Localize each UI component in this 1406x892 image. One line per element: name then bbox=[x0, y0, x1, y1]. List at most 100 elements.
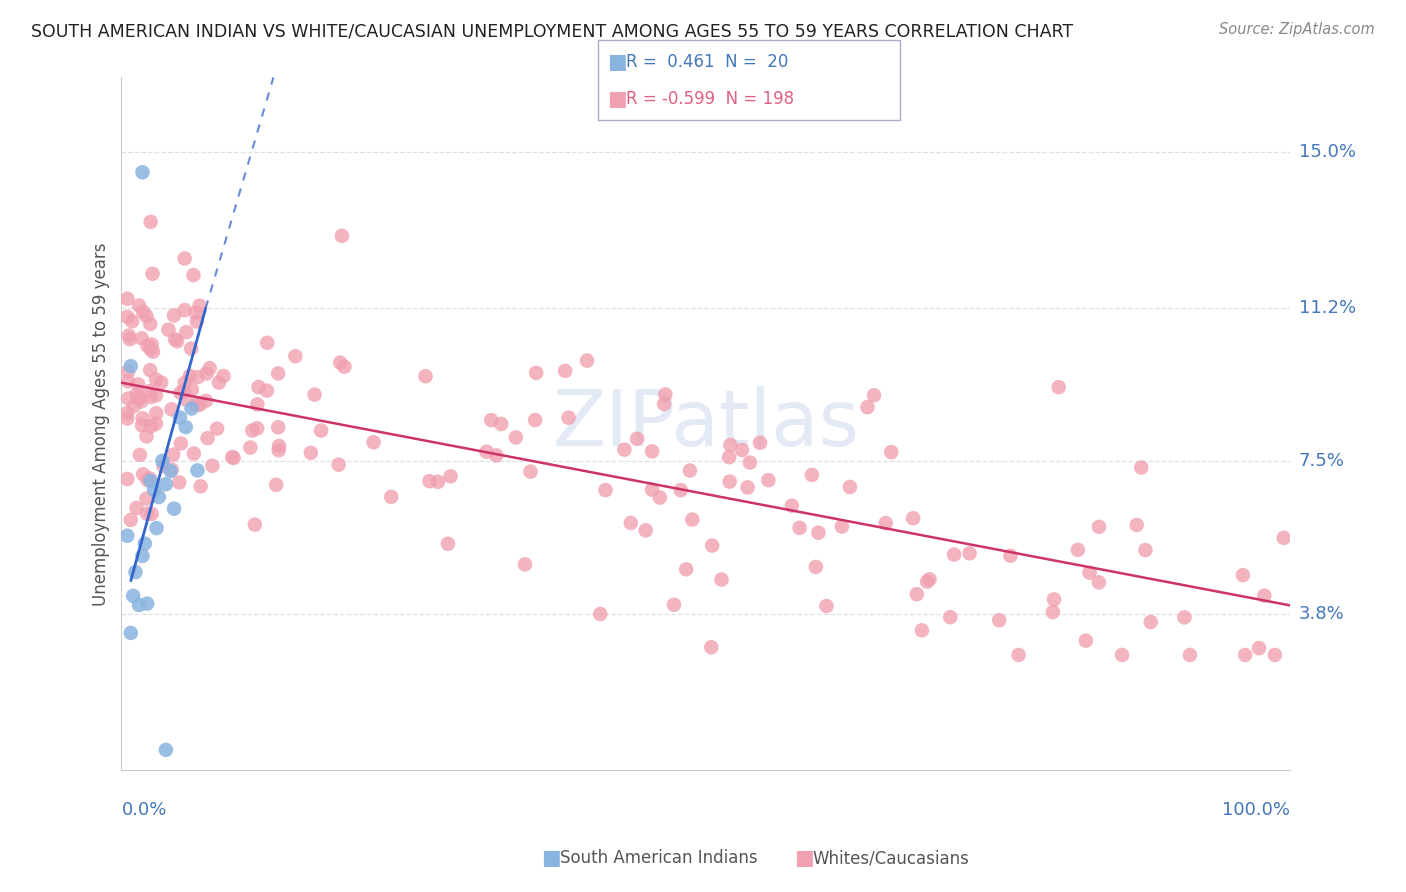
Point bbox=[180, 383, 202, 397]
Point bbox=[256, 335, 278, 350]
Point bbox=[264, 478, 287, 492]
Point bbox=[129, 394, 152, 409]
Point bbox=[135, 429, 157, 443]
Point bbox=[718, 450, 741, 464]
Point bbox=[1247, 641, 1270, 656]
Text: SOUTH AMERICAN INDIAN VS WHITE/CAUCASIAN UNEMPLOYMENT AMONG AGES 55 TO 59 YEARS : SOUTH AMERICAN INDIAN VS WHITE/CAUCASIAN… bbox=[31, 22, 1073, 40]
Point bbox=[1232, 568, 1254, 582]
Point bbox=[524, 366, 547, 380]
Point bbox=[620, 516, 643, 530]
Point bbox=[138, 471, 160, 485]
Point bbox=[131, 331, 153, 345]
Point bbox=[167, 475, 190, 490]
Point bbox=[380, 490, 402, 504]
Point bbox=[142, 344, 165, 359]
Point bbox=[120, 359, 142, 374]
Point bbox=[134, 536, 156, 550]
Point bbox=[184, 306, 207, 320]
Point bbox=[641, 483, 664, 497]
Point bbox=[700, 640, 723, 655]
Point bbox=[188, 299, 211, 313]
Point bbox=[267, 420, 290, 434]
Point bbox=[117, 375, 139, 389]
Point bbox=[187, 370, 209, 384]
Point bbox=[152, 458, 174, 473]
Point bbox=[135, 491, 157, 506]
Point bbox=[557, 410, 579, 425]
Point bbox=[426, 475, 449, 489]
Point bbox=[246, 397, 269, 411]
Point bbox=[641, 444, 664, 458]
Point bbox=[1088, 520, 1111, 534]
Point bbox=[169, 385, 191, 400]
Point bbox=[173, 303, 195, 318]
Point bbox=[1043, 592, 1066, 607]
Point bbox=[150, 376, 173, 390]
Point bbox=[489, 417, 512, 431]
Point bbox=[128, 392, 150, 406]
Text: ■: ■ bbox=[607, 52, 627, 72]
Point bbox=[120, 513, 142, 527]
Point bbox=[132, 411, 155, 425]
Point bbox=[246, 421, 269, 435]
Point bbox=[173, 376, 195, 390]
Point bbox=[1047, 380, 1070, 394]
Point bbox=[505, 430, 527, 444]
Point bbox=[145, 373, 167, 387]
Point bbox=[875, 516, 897, 530]
Point bbox=[180, 401, 202, 416]
Point bbox=[479, 413, 502, 427]
Point bbox=[333, 359, 356, 374]
Point bbox=[138, 384, 160, 399]
Text: ZIPatlas: ZIPatlas bbox=[553, 386, 859, 462]
Point bbox=[247, 380, 270, 394]
Point bbox=[363, 435, 385, 450]
Point bbox=[256, 384, 278, 398]
Point bbox=[122, 589, 145, 603]
Point bbox=[132, 304, 155, 318]
Point bbox=[139, 215, 162, 229]
Point bbox=[648, 491, 671, 505]
Point bbox=[174, 420, 197, 434]
Point bbox=[179, 368, 201, 383]
Point bbox=[789, 521, 811, 535]
Point bbox=[880, 445, 903, 459]
Point bbox=[654, 387, 676, 401]
Point bbox=[702, 539, 724, 553]
Point bbox=[418, 474, 440, 488]
Point bbox=[1130, 460, 1153, 475]
Point bbox=[121, 314, 143, 328]
Point bbox=[195, 367, 218, 381]
Point bbox=[915, 574, 938, 589]
Point bbox=[1272, 531, 1295, 545]
Point bbox=[131, 549, 153, 563]
Point bbox=[183, 268, 205, 282]
Point bbox=[918, 572, 941, 586]
Point bbox=[475, 444, 498, 458]
Point bbox=[141, 337, 163, 351]
Point bbox=[328, 458, 350, 472]
Point bbox=[329, 356, 352, 370]
Point bbox=[267, 367, 290, 381]
Text: 11.2%: 11.2% bbox=[1299, 300, 1355, 318]
Point bbox=[267, 443, 290, 458]
Point bbox=[669, 483, 692, 497]
Point bbox=[807, 525, 830, 540]
Point bbox=[437, 537, 460, 551]
Point bbox=[205, 422, 228, 436]
Point bbox=[155, 477, 177, 491]
Point bbox=[135, 309, 157, 323]
Point bbox=[145, 406, 167, 420]
Point bbox=[198, 361, 221, 376]
Point bbox=[626, 432, 648, 446]
Point bbox=[117, 472, 139, 486]
Point bbox=[267, 439, 290, 453]
Point bbox=[831, 519, 853, 533]
Point bbox=[679, 464, 702, 478]
Point bbox=[212, 368, 235, 383]
Point bbox=[117, 310, 139, 324]
Point bbox=[173, 252, 195, 266]
Point bbox=[125, 500, 148, 515]
Point bbox=[675, 562, 697, 576]
Point bbox=[839, 480, 862, 494]
